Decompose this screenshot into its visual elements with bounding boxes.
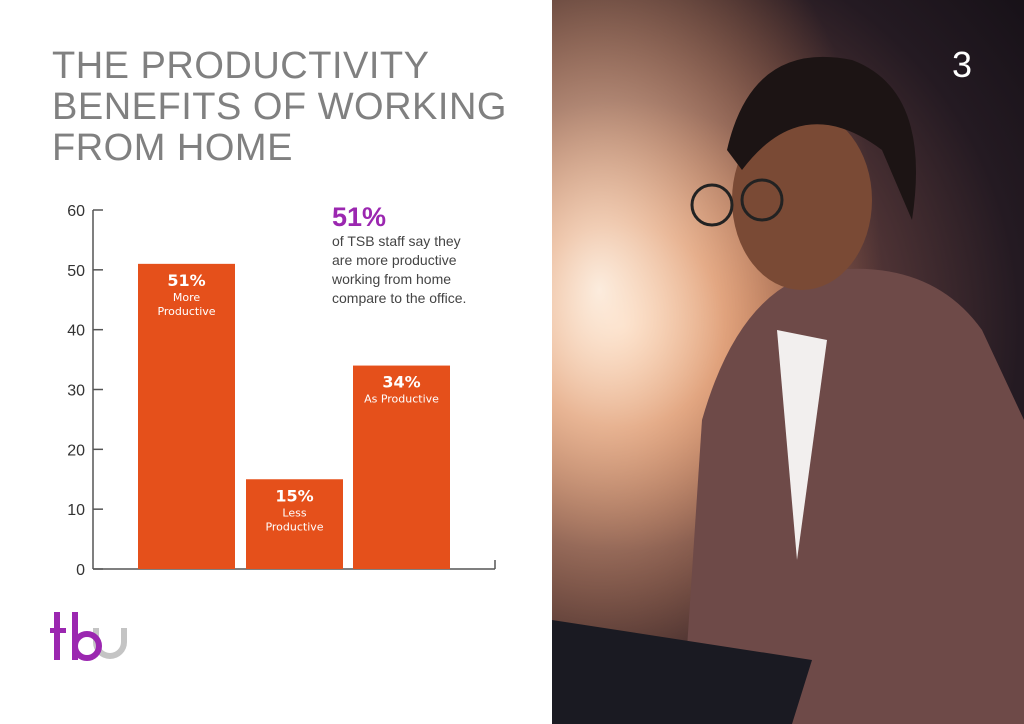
y-tick-label: 50: [67, 263, 85, 280]
bar-chart: 010203040506051%MoreProductive15%LessPro…: [67, 203, 496, 579]
y-tick-label: 30: [67, 383, 85, 400]
hero-photo: 3: [552, 0, 1024, 724]
callout-line: working from home: [332, 271, 452, 287]
bar-value-label: 51%: [167, 271, 205, 290]
bar-value-label: 34%: [382, 373, 420, 392]
callout: 51% of TSB staff say they are more produ…: [332, 202, 532, 308]
bar-category-label: As Productive: [364, 393, 439, 406]
bar-category-label: Productive: [265, 520, 323, 533]
bar: [353, 365, 450, 569]
title-line: THE PRODUCTIVITY: [52, 45, 430, 87]
bar-category-label: Productive: [157, 305, 215, 318]
callout-line: of TSB staff say they: [332, 233, 461, 249]
y-tick-label: 40: [67, 323, 85, 340]
bar-category-label: More: [173, 291, 201, 304]
callout-value: 51%: [332, 202, 387, 232]
title-line: FROM HOME: [52, 127, 293, 169]
bar: [246, 479, 343, 569]
tbu-logo: [50, 612, 127, 661]
callout-text: of TSB staff say they are more productiv…: [332, 232, 532, 308]
bar: [138, 263, 235, 569]
y-tick-label: 0: [76, 562, 85, 579]
bar-category-label: Less: [282, 506, 306, 519]
callout-line: are more productive: [332, 252, 457, 268]
y-tick-label: 10: [67, 502, 85, 519]
title-line: BENEFITS OF WORKING: [52, 86, 507, 128]
woman-at-laptop-illustration: [552, 0, 1024, 724]
bar-value-label: 15%: [275, 486, 313, 505]
page-title: THE PRODUCTIVITY BENEFITS OF WORKING FRO…: [52, 46, 522, 169]
page-number: 3: [951, 44, 972, 85]
callout-line: compare to the office.: [332, 290, 467, 306]
y-tick-label: 60: [67, 203, 85, 220]
y-tick-label: 20: [67, 442, 85, 459]
